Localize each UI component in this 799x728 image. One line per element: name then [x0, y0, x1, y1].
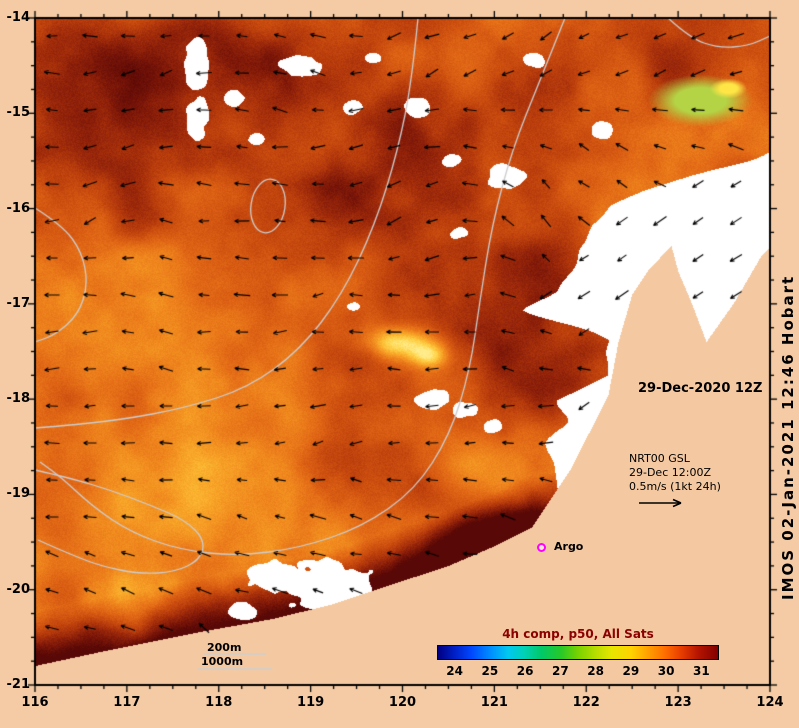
colorbar-tick-labels: 24 25 26 27 28 29 30 31 [437, 664, 719, 680]
y-tick-label: -19 [6, 486, 31, 502]
x-tick-label: 119 [297, 695, 325, 710]
x-tick-label: 122 [572, 695, 600, 710]
colorbar-tick-label: 25 [481, 664, 499, 678]
x-tick-label: 116 [21, 695, 49, 710]
x-tick-label: 118 [205, 695, 233, 710]
x-tick-label: 121 [480, 695, 508, 710]
argo-float-marker [537, 543, 546, 552]
contour-legend-1000m: 1000m [201, 655, 244, 668]
colorbar-tick-label: 29 [622, 664, 640, 678]
colorbar-tick-label: 30 [657, 664, 675, 678]
argo-label: Argo [554, 540, 584, 553]
colorbar-title: 4h comp, p50, All Sats [502, 627, 654, 641]
colorbar [437, 645, 719, 660]
contour-legend-200m: 200m [207, 641, 242, 654]
x-tick-label: 117 [113, 695, 141, 710]
x-tick-label: 124 [756, 695, 784, 710]
vector-key: NRT00 GSL 29-Dec 12:00Z 0.5m/s (1kt 24h) [629, 452, 721, 509]
vector-key-time: 29-Dec 12:00Z [629, 466, 711, 479]
vector-key-model: NRT00 GSL [629, 452, 690, 465]
vector-key-scale: 0.5m/s (1kt 24h) [629, 480, 721, 493]
x-tick-label: 123 [664, 695, 692, 710]
colorbar-tick-label: 24 [446, 664, 463, 678]
colorbar-tick-label: 28 [587, 664, 604, 678]
credit-text: IMOS 02-Jan-2021 12:46 Hobart [779, 274, 797, 600]
colorbar-tick-label: 31 [693, 664, 710, 678]
y-tick-label: -14 [6, 10, 31, 25]
vector-key-arrow-icon [639, 498, 682, 508]
y-tick-label: -18 [6, 391, 31, 407]
y-tick-label: -16 [6, 200, 31, 216]
colorbar-tick-label: 26 [516, 664, 534, 678]
y-tick-label: -17 [6, 295, 31, 311]
y-tick-label: -15 [6, 105, 31, 121]
y-tick-label: -21 [6, 677, 31, 692]
date-label: 29-Dec-2020 12Z [638, 381, 763, 396]
y-tick-label: -20 [6, 581, 31, 597]
colorbar-tick-label: 27 [552, 664, 569, 678]
x-tick-label: 120 [388, 695, 417, 710]
